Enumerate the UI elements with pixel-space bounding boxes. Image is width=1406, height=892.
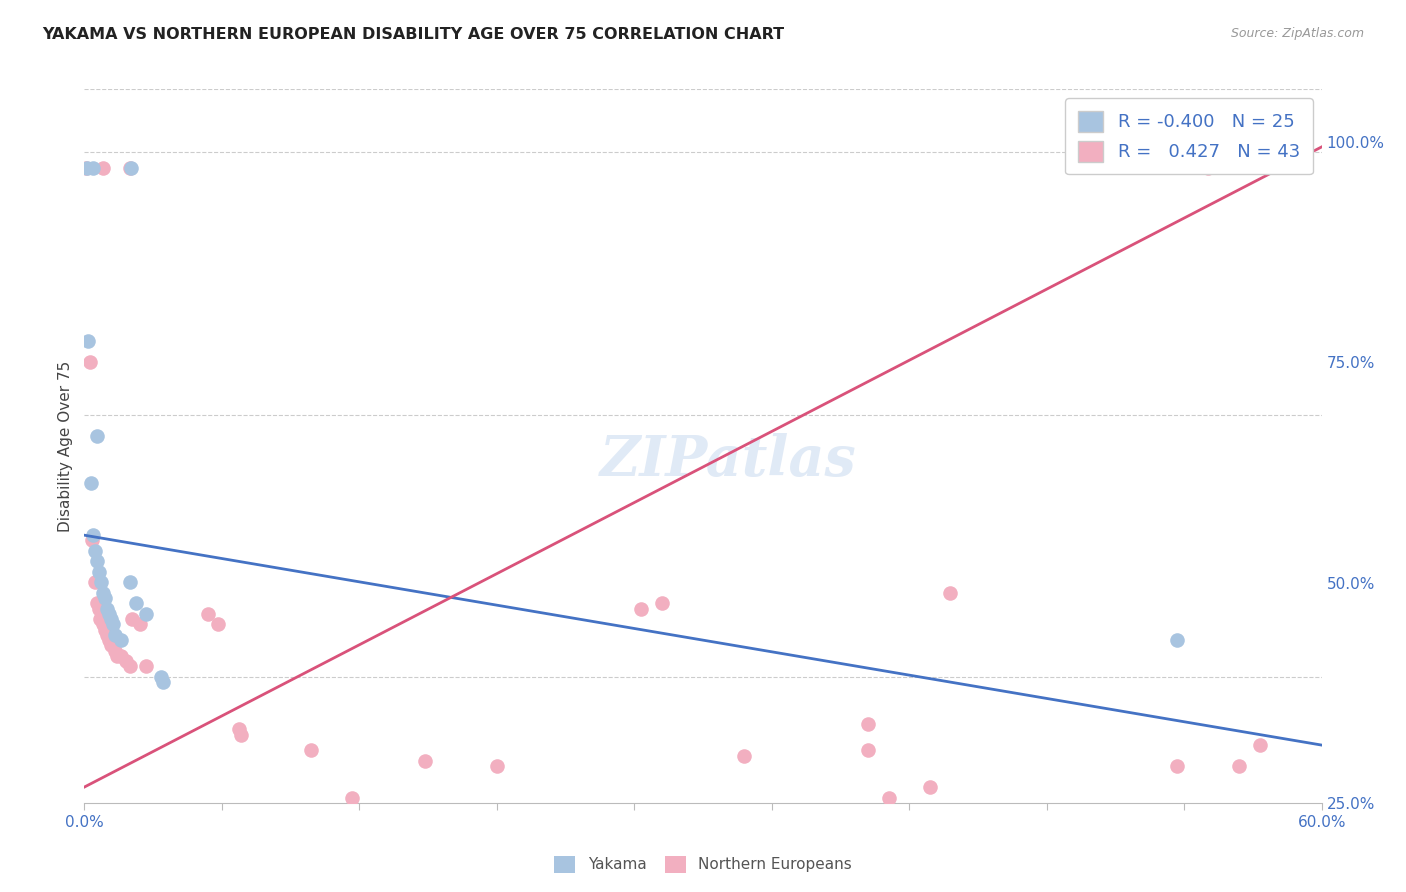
Point: [83, 544, 105, 558]
Point: [299, 743, 322, 757]
Text: ZIPatlas: ZIPatlas: [599, 433, 856, 488]
Point: [118, 659, 141, 673]
Point: [100, 612, 122, 626]
Point: [100, 639, 122, 653]
Point: [129, 617, 152, 632]
Point: [228, 723, 250, 737]
Point: [118, 161, 141, 175]
Point: [229, 728, 252, 742]
Point: [86, 428, 108, 442]
Point: [83, 575, 105, 590]
Point: [856, 743, 879, 757]
Point: [94, 623, 117, 637]
Point: [856, 717, 879, 731]
Point: [1166, 759, 1188, 773]
Point: [76, 161, 98, 175]
Point: [96, 628, 118, 642]
Point: [877, 790, 900, 805]
Point: [413, 754, 436, 768]
Point: [120, 161, 142, 175]
Point: [90, 612, 112, 626]
Point: [651, 596, 673, 610]
Point: [82, 161, 104, 175]
Point: [82, 528, 104, 542]
Point: [79, 355, 101, 369]
Point: [110, 633, 132, 648]
Y-axis label: Disability Age Over 75: Disability Age Over 75: [58, 360, 73, 532]
Point: [939, 586, 962, 600]
Point: [733, 748, 755, 763]
Point: [80, 533, 103, 548]
Point: [114, 654, 136, 668]
Point: [118, 575, 141, 590]
Point: [87, 601, 110, 615]
Point: [1249, 738, 1271, 752]
Point: [105, 648, 128, 663]
Point: [98, 607, 121, 621]
Point: [918, 780, 941, 794]
Point: [125, 596, 148, 610]
Point: [86, 554, 108, 568]
Point: [121, 612, 143, 626]
Point: [86, 596, 108, 610]
Text: YAKAMA VS NORTHERN EUROPEAN DISABILITY AGE OVER 75 CORRELATION CHART: YAKAMA VS NORTHERN EUROPEAN DISABILITY A…: [42, 27, 785, 42]
Point: [79, 475, 101, 490]
Point: [149, 670, 172, 684]
Legend: Yakama, Northern Europeans: Yakama, Northern Europeans: [547, 848, 859, 880]
Point: [87, 565, 110, 579]
Point: [103, 617, 125, 632]
Point: [77, 334, 100, 348]
Point: [104, 628, 127, 642]
Point: [1227, 759, 1250, 773]
Point: [104, 643, 127, 657]
Point: [630, 601, 652, 615]
Point: [91, 586, 114, 600]
Text: Source: ZipAtlas.com: Source: ZipAtlas.com: [1230, 27, 1364, 40]
Point: [94, 591, 117, 606]
Point: [90, 575, 112, 590]
Point: [342, 790, 364, 805]
Point: [110, 648, 132, 663]
Point: [91, 617, 114, 632]
Point: [96, 601, 118, 615]
Point: [152, 675, 174, 690]
Point: [197, 607, 219, 621]
Point: [75, 161, 97, 175]
Point: [207, 617, 229, 632]
Point: [135, 607, 157, 621]
Point: [135, 659, 157, 673]
Point: [89, 612, 111, 626]
Point: [98, 633, 121, 648]
Point: [1166, 633, 1188, 648]
Point: [1197, 161, 1219, 175]
Point: [91, 161, 114, 175]
Point: [485, 759, 508, 773]
